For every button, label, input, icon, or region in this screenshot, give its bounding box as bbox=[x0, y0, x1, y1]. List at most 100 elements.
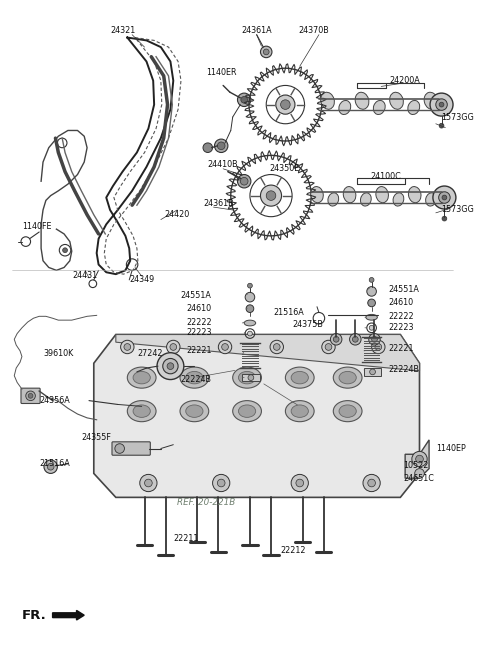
Text: 22221: 22221 bbox=[388, 344, 413, 353]
Circle shape bbox=[436, 99, 447, 111]
Text: 1140EP: 1140EP bbox=[436, 444, 466, 453]
Circle shape bbox=[368, 299, 375, 307]
FancyBboxPatch shape bbox=[112, 442, 150, 455]
Text: 22221: 22221 bbox=[186, 346, 212, 355]
Ellipse shape bbox=[180, 367, 209, 388]
Circle shape bbox=[322, 340, 335, 354]
Ellipse shape bbox=[333, 367, 362, 388]
Circle shape bbox=[222, 344, 228, 350]
Text: 22222: 22222 bbox=[186, 318, 212, 327]
Text: 22224B: 22224B bbox=[180, 375, 212, 384]
Circle shape bbox=[274, 344, 280, 350]
Text: 22223: 22223 bbox=[186, 328, 212, 337]
Circle shape bbox=[369, 278, 374, 282]
Circle shape bbox=[372, 336, 377, 342]
Text: 24355F: 24355F bbox=[81, 433, 111, 441]
Text: 24551A: 24551A bbox=[181, 291, 212, 300]
Circle shape bbox=[248, 375, 254, 380]
Circle shape bbox=[333, 336, 339, 342]
Circle shape bbox=[439, 124, 444, 128]
Text: 22222: 22222 bbox=[388, 312, 413, 321]
Circle shape bbox=[167, 340, 180, 354]
Circle shape bbox=[48, 463, 54, 470]
Circle shape bbox=[415, 468, 424, 478]
Circle shape bbox=[270, 340, 284, 354]
Text: 22223: 22223 bbox=[388, 324, 413, 333]
Circle shape bbox=[63, 248, 68, 252]
Text: 24375B: 24375B bbox=[293, 320, 324, 329]
Circle shape bbox=[349, 334, 361, 345]
Circle shape bbox=[26, 391, 36, 400]
Text: 24200A: 24200A bbox=[390, 76, 420, 85]
Ellipse shape bbox=[186, 371, 203, 384]
Circle shape bbox=[370, 369, 375, 375]
Circle shape bbox=[291, 474, 308, 492]
Circle shape bbox=[248, 331, 252, 336]
Text: 1140ER: 1140ER bbox=[206, 69, 237, 78]
Ellipse shape bbox=[244, 320, 256, 326]
Ellipse shape bbox=[127, 367, 156, 388]
Ellipse shape bbox=[408, 186, 421, 203]
Ellipse shape bbox=[233, 400, 262, 422]
Text: 24321: 24321 bbox=[110, 27, 135, 36]
Ellipse shape bbox=[127, 400, 156, 422]
Circle shape bbox=[213, 474, 230, 492]
Ellipse shape bbox=[286, 367, 314, 388]
Text: 24361A: 24361A bbox=[241, 27, 272, 36]
Ellipse shape bbox=[133, 371, 150, 384]
Circle shape bbox=[120, 340, 134, 354]
Circle shape bbox=[248, 283, 252, 288]
Text: 1573GG: 1573GG bbox=[442, 113, 474, 122]
Text: 10522: 10522 bbox=[403, 461, 429, 470]
Circle shape bbox=[261, 185, 282, 206]
Circle shape bbox=[163, 358, 178, 374]
Ellipse shape bbox=[180, 400, 209, 422]
FancyBboxPatch shape bbox=[21, 388, 40, 404]
Circle shape bbox=[296, 479, 303, 487]
FancyArrow shape bbox=[53, 610, 84, 620]
Ellipse shape bbox=[133, 405, 150, 417]
Circle shape bbox=[276, 95, 295, 114]
Ellipse shape bbox=[311, 186, 324, 203]
Text: 24651C: 24651C bbox=[403, 474, 434, 483]
Ellipse shape bbox=[233, 367, 262, 388]
Circle shape bbox=[170, 344, 177, 350]
Ellipse shape bbox=[321, 93, 335, 109]
Ellipse shape bbox=[376, 186, 388, 203]
Ellipse shape bbox=[373, 100, 385, 115]
Ellipse shape bbox=[355, 93, 369, 109]
Ellipse shape bbox=[239, 371, 256, 384]
Circle shape bbox=[416, 455, 423, 463]
Circle shape bbox=[44, 460, 58, 474]
Circle shape bbox=[368, 479, 375, 487]
Text: 24100C: 24100C bbox=[371, 172, 401, 181]
Circle shape bbox=[261, 46, 272, 58]
Circle shape bbox=[375, 344, 382, 350]
Circle shape bbox=[218, 340, 232, 354]
Circle shape bbox=[352, 336, 358, 342]
Text: 24356A: 24356A bbox=[39, 396, 70, 405]
Circle shape bbox=[442, 195, 447, 200]
Circle shape bbox=[203, 143, 213, 153]
Text: 24420: 24420 bbox=[165, 210, 190, 219]
Text: 24410B: 24410B bbox=[208, 160, 239, 170]
Ellipse shape bbox=[360, 193, 371, 206]
Polygon shape bbox=[405, 440, 429, 478]
Ellipse shape bbox=[393, 193, 404, 206]
Circle shape bbox=[264, 49, 269, 55]
Circle shape bbox=[433, 186, 456, 209]
Circle shape bbox=[240, 177, 248, 185]
Text: 24349: 24349 bbox=[129, 276, 154, 285]
Circle shape bbox=[217, 479, 225, 487]
Circle shape bbox=[124, 344, 131, 350]
Circle shape bbox=[217, 142, 225, 149]
Polygon shape bbox=[116, 334, 420, 371]
Circle shape bbox=[442, 216, 447, 221]
Circle shape bbox=[430, 93, 453, 116]
Circle shape bbox=[369, 334, 380, 345]
Circle shape bbox=[281, 100, 290, 109]
Text: REF. 20-221B: REF. 20-221B bbox=[177, 498, 235, 507]
Circle shape bbox=[245, 292, 255, 302]
Circle shape bbox=[369, 325, 374, 330]
Circle shape bbox=[167, 363, 174, 369]
